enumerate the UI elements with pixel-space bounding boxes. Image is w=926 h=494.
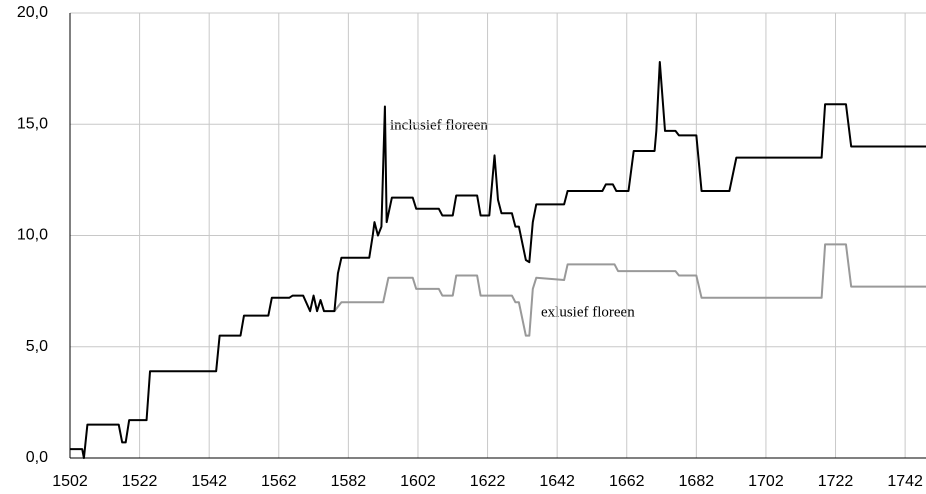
x-tick-label: 1542 <box>191 473 227 490</box>
y-tick-label: 15,0 <box>17 115 48 132</box>
x-tick-label: 1622 <box>470 473 506 490</box>
annotation: inclusief floreen <box>390 117 488 133</box>
y-tick-label: 10,0 <box>17 227 48 244</box>
x-tick-label: 1562 <box>261 473 297 490</box>
x-tick-label: 1662 <box>609 473 645 490</box>
x-tick-label: 1502 <box>52 473 88 490</box>
x-tick-label: 1642 <box>539 473 575 490</box>
series-line <box>70 60 926 459</box>
annotation: exlusief floreen <box>541 304 635 320</box>
y-tick-label: 20,0 <box>17 4 48 21</box>
series-line <box>333 243 926 337</box>
y-tick-label: 0,0 <box>26 449 48 466</box>
x-tick-label: 1602 <box>400 473 436 490</box>
x-tick-label: 1702 <box>748 473 784 490</box>
y-tick-label: 5,0 <box>26 338 48 355</box>
x-tick-label: 1682 <box>679 473 715 490</box>
x-tick-label: 1582 <box>331 473 367 490</box>
x-tick-label: 1522 <box>122 473 158 490</box>
x-tick-label: 1742 <box>887 473 923 490</box>
x-tick-label: 1722 <box>818 473 854 490</box>
